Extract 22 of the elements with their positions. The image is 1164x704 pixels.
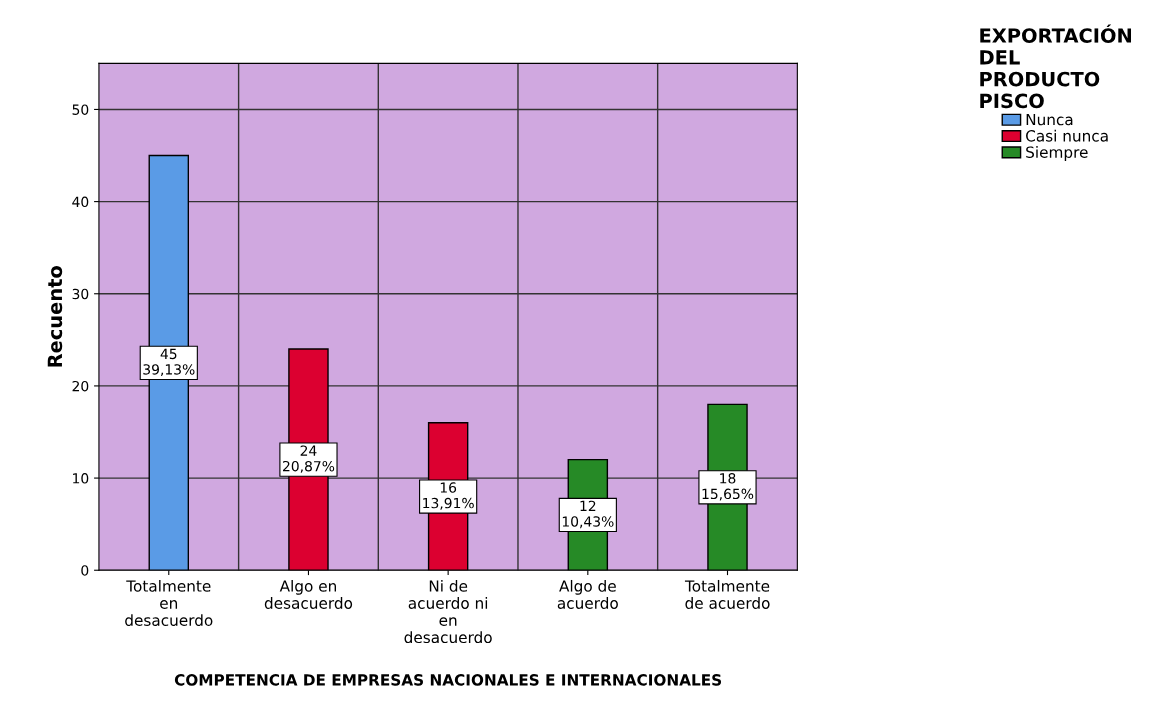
y-tick-label: 50 xyxy=(72,104,89,115)
y-tick-label: 30 xyxy=(72,288,89,300)
data-label: 24 20,87% xyxy=(283,445,335,473)
y-axis-title: Recuento xyxy=(47,266,63,367)
x-tick-label: Algo de acuerdo xyxy=(557,579,618,609)
legend-label: Casi nunca xyxy=(1026,129,1108,142)
y-tick-label: 20 xyxy=(72,380,89,392)
x-tick-label: Ni de acuerdo ni en desacuerdo xyxy=(404,579,492,644)
legend-label: Nunca xyxy=(1026,113,1073,126)
x-tick-label: Totalmente de acuerdo xyxy=(684,579,770,609)
y-tick-label: 40 xyxy=(72,196,89,208)
x-tick-label: Totalmente en desacuerdo xyxy=(125,579,213,626)
data-label: 12 10,43% xyxy=(562,500,614,529)
legend-title: EXPORTACIÓN DEL PRODUCTO PISCO xyxy=(980,24,1131,109)
legend-label: Siempre xyxy=(1026,146,1088,161)
x-axis-title: COMPETENCIA DE EMPRESAS NACIONALES E INTERNACIONALES xyxy=(174,674,722,686)
data-label: 18 15,65% xyxy=(702,473,754,501)
x-tick-label: Algo en desacuerdo xyxy=(264,579,353,609)
y-tick-label: 0 xyxy=(81,565,89,576)
data-label: 16 13,91% xyxy=(423,482,474,510)
y-tick-label: 10 xyxy=(73,473,89,484)
data-label: 45 39,13% xyxy=(143,348,195,377)
